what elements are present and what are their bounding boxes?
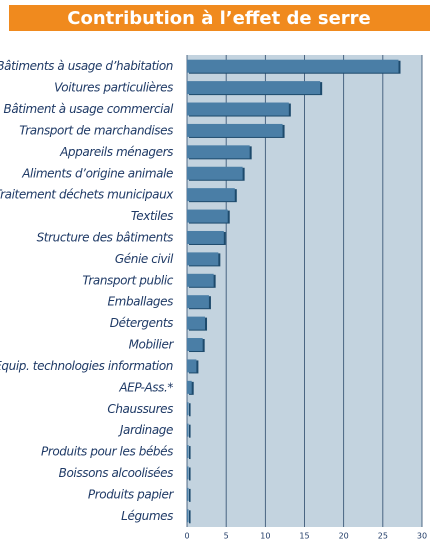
bar: [187, 123, 283, 137]
y-tick-label: Aliments d’origine animale: [21, 166, 173, 180]
bar: [187, 359, 197, 373]
y-tick-label: Produits pour les bébés: [41, 445, 173, 459]
y-tick-label: Chaussures: [107, 402, 173, 416]
bar: [187, 145, 250, 159]
bar-shadow: [189, 510, 191, 524]
x-tick-label: 20: [339, 532, 349, 541]
y-tick-label: Mobilier: [129, 338, 175, 352]
y-tick-label: Produits papier: [88, 487, 175, 501]
y-tick-label: Voitures particulières: [54, 81, 173, 95]
bar: [187, 316, 206, 330]
y-tick-label: Appareils ménagers: [59, 145, 173, 159]
bar-shadow: [189, 403, 191, 417]
y-tick-label: Bâtiments à usage d’habitation: [0, 59, 173, 73]
y-tick-label: Génie civil: [115, 252, 174, 266]
y-tick-label: Légumes: [121, 509, 173, 523]
bar-shadow: [189, 488, 191, 502]
bar: [187, 402, 189, 416]
bar: [187, 445, 189, 459]
bar: [187, 230, 224, 244]
y-tick-label: AEP-Ass.*: [118, 380, 173, 394]
y-tick-label: Emballages: [107, 295, 173, 309]
bar: [187, 509, 189, 523]
bar: [187, 423, 189, 437]
bar-shadow: [189, 424, 191, 438]
bar: [187, 252, 219, 266]
bar-shadow: [189, 467, 191, 481]
chart-title: Contribution à l’effet de serre: [67, 8, 371, 29]
bar: [187, 273, 214, 287]
x-tick-label: 25: [378, 532, 388, 541]
bar: [187, 487, 189, 501]
y-tick-label: Traitement déchets municipaux: [0, 188, 174, 202]
y-tick-label: Transport public: [82, 273, 173, 287]
y-tick-label: Détergents: [110, 316, 173, 330]
y-tick-label: Textiles: [131, 209, 173, 223]
title-banner: [9, 5, 430, 31]
y-tick-label: Structure des bâtiments: [37, 230, 174, 244]
bar: [187, 59, 399, 73]
bar: [187, 209, 228, 223]
x-tick-label: 10: [260, 532, 270, 541]
x-tick-label: 0: [184, 532, 189, 541]
y-tick-label: Jardinage: [118, 423, 173, 437]
bar-shadow: [189, 446, 191, 460]
y-tick-label: Transport de marchandises: [19, 123, 173, 137]
y-tick-label: Equip. technologies information: [0, 359, 173, 373]
bar: [187, 295, 209, 309]
y-tick-label: Bâtiment à usage commercial: [4, 102, 175, 116]
bar: [187, 102, 289, 116]
x-tick-label: 5: [224, 532, 229, 541]
bar: [187, 380, 192, 394]
x-tick-label: 15: [299, 532, 309, 541]
bar: [187, 81, 321, 95]
x-tick-label: 30: [417, 532, 427, 541]
y-tick-label: Boissons alcoolisées: [59, 466, 173, 480]
bar: [187, 338, 203, 352]
bar: [187, 466, 189, 480]
bar: [187, 188, 235, 202]
bar: [187, 166, 243, 180]
